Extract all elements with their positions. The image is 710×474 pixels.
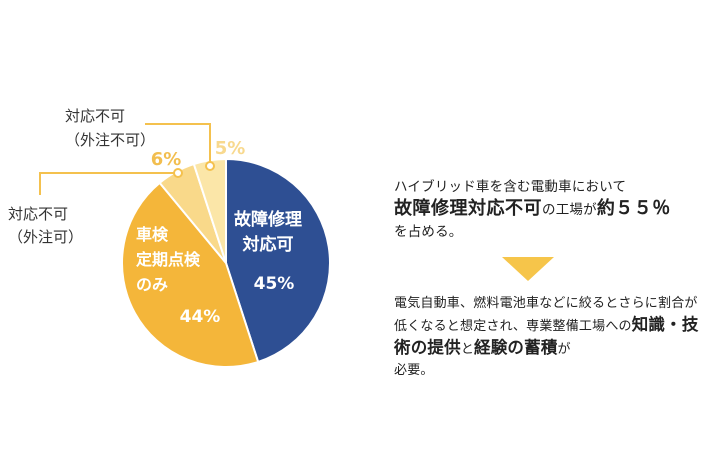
callout-text-0-1: （外注可） xyxy=(8,228,83,246)
callout-line-1 xyxy=(145,123,211,166)
pie-slices xyxy=(121,157,331,368)
callout-line-0 xyxy=(39,172,178,195)
summary-highlight-2: 約５５％ xyxy=(596,198,671,219)
conclusion-highlight-2: 経験の蓄積 xyxy=(474,338,558,357)
down-arrow-icon xyxy=(502,257,554,281)
summary-line-1: ハイブリッド車を含む電動車において xyxy=(394,179,627,195)
summary-line-3: を占める。 xyxy=(394,224,463,240)
callout-text-0-0: 対応不可 xyxy=(8,205,68,223)
slice-label-0-1: 対応可 xyxy=(242,234,294,255)
conclusion-highlight-1: 知識・技術の提供 xyxy=(394,315,699,357)
callout-text-1-0: 対応不可 xyxy=(65,107,125,125)
summary-line-2-mid: の工場が xyxy=(542,202,597,218)
slice-value-2: 6% xyxy=(151,149,182,170)
callout-dot-1 xyxy=(205,161,215,171)
conclusion-text-a: 電気自動車、燃料電池車などに絞るとさらに割合が低くなると想定され、専業整備工場へ… xyxy=(394,296,698,334)
callout-text-1-1: （外注不可） xyxy=(65,131,155,149)
slice-value-1: 44% xyxy=(180,307,221,327)
slice-label-1-2: のみ xyxy=(136,275,168,294)
slice-label-1-0: 車検 xyxy=(136,225,169,244)
pie-slice-0 xyxy=(225,157,331,364)
slice-value-3: 5% xyxy=(215,138,246,159)
summary-panel: ハイブリッド車を含む電動車において 故障修理対応不可の工場が約５５％ を占める。… xyxy=(394,176,704,381)
conclusion-mid: と xyxy=(460,342,475,357)
slice-label-0-0: 故障修理 xyxy=(234,209,302,230)
pie-slice-1 xyxy=(121,181,260,368)
callouts: 対応不可 （外注可） 対応不可 （外注不可） xyxy=(8,107,215,246)
slice-value-0: 45% xyxy=(254,274,295,294)
callout-dot-0 xyxy=(173,168,183,178)
slice-label-1-1: 定期点検 xyxy=(135,250,201,269)
summary-conclusion: 電気自動車、燃料電池車などに絞るとさらに割合が低くなると想定され、専業整備工場へ… xyxy=(394,293,704,381)
conclusion-text-c: 必要。 xyxy=(394,363,434,378)
summary-highlight-1: 故障修理対応不可 xyxy=(394,198,542,219)
conclusion-text-b: が xyxy=(557,342,571,357)
summary-headline: ハイブリッド車を含む電動車において 故障修理対応不可の工場が約５５％ を占める。 xyxy=(394,176,704,243)
